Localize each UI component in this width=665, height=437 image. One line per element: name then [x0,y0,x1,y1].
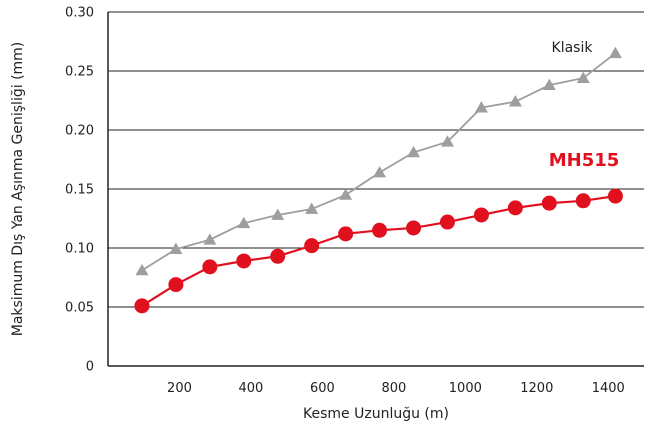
x-tick-label: 1400 [592,381,625,396]
data-point-mh515 [439,214,455,230]
data-point-klasik [305,202,319,214]
x-tick-label: 400 [239,381,264,396]
series-label-mh515: MH515 [549,150,620,171]
data-point-mh515 [575,193,591,209]
series-label-klasik: Klasik [552,40,594,56]
data-point-mh515 [168,277,184,293]
x-tick-label: 800 [381,381,406,396]
x-tick-label: 200 [167,381,192,396]
series-group [134,46,623,314]
y-axis-label: Maksimum Dış Yan Aşınma Genişliği (mm) [10,42,26,337]
x-axis-label: Kesme Uzunluğu (m) [303,406,449,422]
data-point-klasik [373,165,387,178]
y-tick-label: 0.30 [65,6,94,21]
data-point-mh515 [541,195,557,211]
y-tick-label: 0.10 [65,242,94,257]
grid-lines [108,11,644,308]
data-point-klasik [271,208,285,220]
x-tick-label: 600 [310,381,335,396]
data-point-mh515 [406,220,422,236]
x-axis-ticks: 200 400 600 800 1000 1200 1400 [167,381,625,396]
data-point-mh515 [338,226,354,242]
data-point-mh515 [372,222,388,238]
series-line-mh515 [141,194,616,307]
data-point-mh515 [507,200,523,216]
x-tick-label: 1200 [520,381,553,396]
data-point-klasik [508,95,522,107]
data-point-klasik [576,71,590,83]
data-point-klasik [407,145,421,158]
data-point-mh515 [270,248,286,264]
data-point-klasik [474,101,488,113]
data-point-klasik [608,46,622,59]
data-point-klasik [440,135,454,147]
data-point-mh515 [236,253,252,269]
y-tick-label: 0.25 [65,65,94,80]
series-line-klasik [141,52,616,272]
data-point-klasik [169,242,183,255]
data-point-klasik [542,78,556,91]
data-point-klasik [203,233,217,245]
y-tick-label: 0.20 [65,124,94,139]
data-point-mh515 [134,298,150,314]
x-tick-label: 1000 [449,381,482,396]
data-point-mh515 [202,259,218,275]
data-point-mh515 [473,207,489,223]
y-tick-label: 0.05 [65,301,94,316]
data-point-mh515 [607,188,623,204]
data-point-klasik [237,216,251,229]
data-point-mh515 [304,238,320,254]
data-point-klasik [135,263,149,276]
axes [107,12,644,367]
y-axis-ticks: 0 0.05 0.10 0.15 0.20 0.25 0.30 [65,6,94,375]
y-tick-label: 0.15 [65,183,94,198]
y-tick-label: 0 [86,360,94,375]
data-point-klasik [339,188,353,200]
